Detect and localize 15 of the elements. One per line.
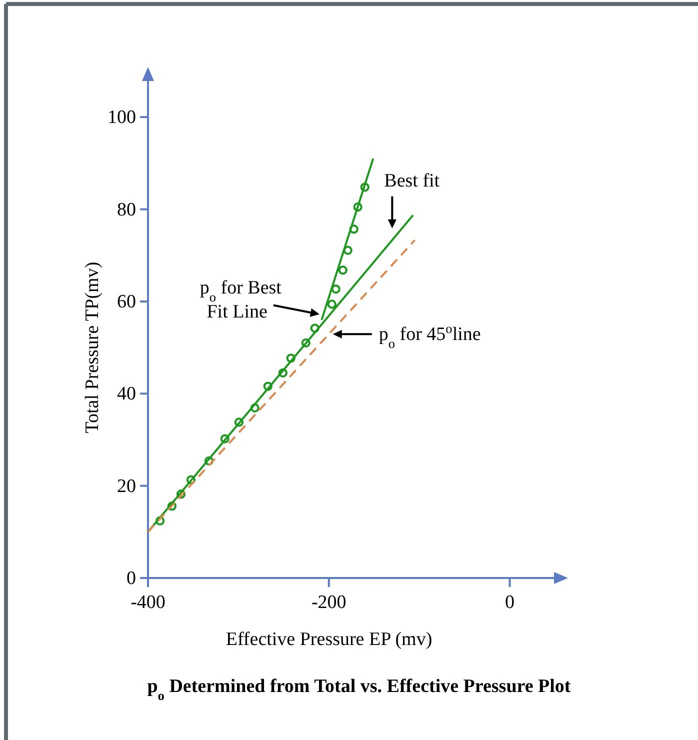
y-tick-label: 100	[108, 107, 136, 128]
annotation: p$_{o}$ for Best Fit Line	[200, 277, 282, 322]
annotation: Best fit	[384, 170, 440, 192]
y-tick-label: 40	[117, 384, 136, 405]
x-tick-label: 0	[504, 592, 514, 613]
y-tick-label: 80	[117, 199, 136, 220]
annotation: p$_{o}$ for 45$^{o}$line	[378, 320, 481, 351]
x-tick-label: -200	[311, 592, 346, 613]
y-tick-label: 20	[117, 476, 136, 497]
y-tick-label: 0	[126, 568, 136, 589]
x-tick-label: -400	[130, 592, 166, 613]
y-axis-title: Total Pressure TP(mv)	[82, 262, 103, 434]
text: p$_{o}$ Determined from Total vs. Effective Pressure Plot	[147, 676, 572, 702]
y-tick-label: 60	[117, 291, 136, 312]
x-axis-title: Effective Pressure EP (mv)	[226, 629, 432, 650]
